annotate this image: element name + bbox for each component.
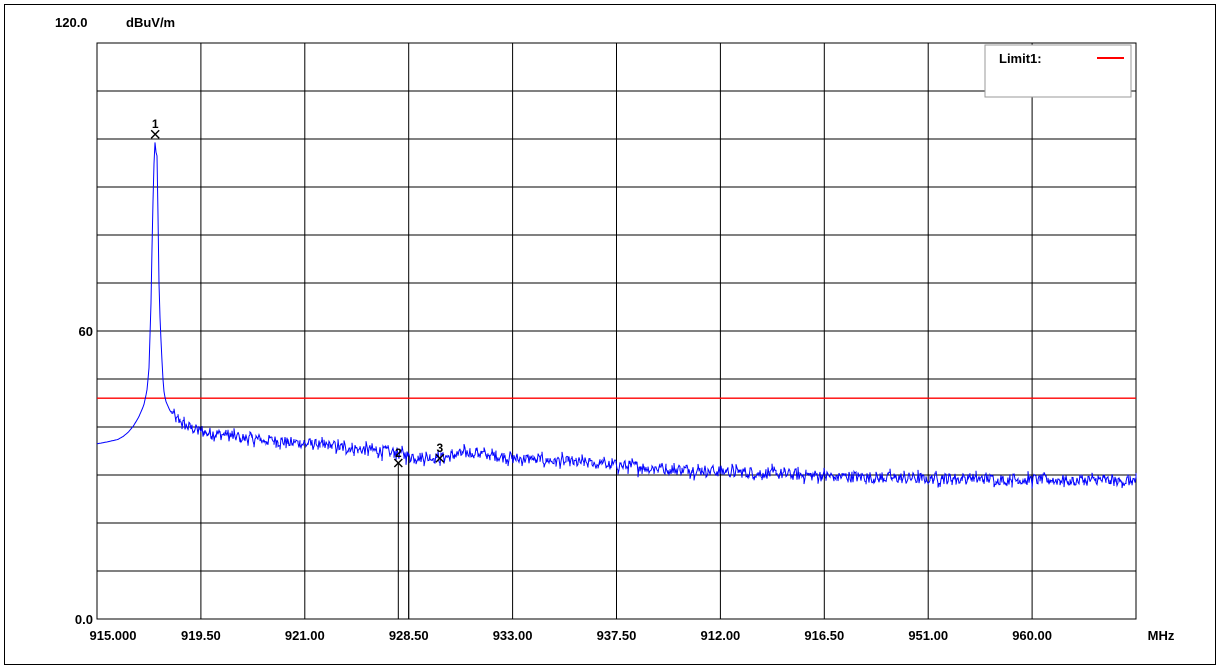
spectrum-trace: [96, 142, 1137, 489]
marker-label: 3: [437, 441, 444, 455]
legend-label: Limit1:: [999, 51, 1042, 66]
marker-layer: 1 2 3: [150, 117, 445, 619]
x-tick-label: 960.00: [1012, 628, 1052, 643]
marker-label: 2: [395, 446, 402, 460]
marker-cross: [393, 458, 403, 468]
y-unit-label: dBuV/m: [126, 15, 175, 30]
x-tick-label: 912.00: [701, 628, 741, 643]
legend: Limit1:: [984, 44, 1132, 98]
chart-frame: [4, 4, 1216, 665]
x-tick-label: 915.000: [90, 628, 137, 643]
grid: [96, 42, 1137, 620]
x-tick-label: 921.00: [285, 628, 325, 643]
x-tick-label: 928.50: [389, 628, 429, 643]
x-tick-label: 951.00: [908, 628, 948, 643]
marker-cross: [435, 453, 445, 463]
axis-labels: 120.0 60 0.0 dBuV/m 915.000 919.50 921.00 928.5…: [55, 15, 1175, 643]
trace-layer: [96, 142, 1137, 489]
y-tick-label: 60: [79, 324, 93, 339]
marker-cross: [150, 129, 160, 139]
marker-label: 1: [152, 117, 159, 131]
legend-box: [984, 44, 1132, 98]
x-tick-label: 919.50: [181, 628, 221, 643]
plot-border: [96, 42, 1137, 620]
y-tick-label: 120.0: [55, 15, 88, 30]
x-tick-label: 916.50: [804, 628, 844, 643]
x-unit-label: MHz: [1148, 628, 1175, 643]
x-tick-label: 937.50: [597, 628, 637, 643]
x-tick-label: 933.00: [493, 628, 533, 643]
y-tick-label: 0.0: [75, 612, 93, 627]
